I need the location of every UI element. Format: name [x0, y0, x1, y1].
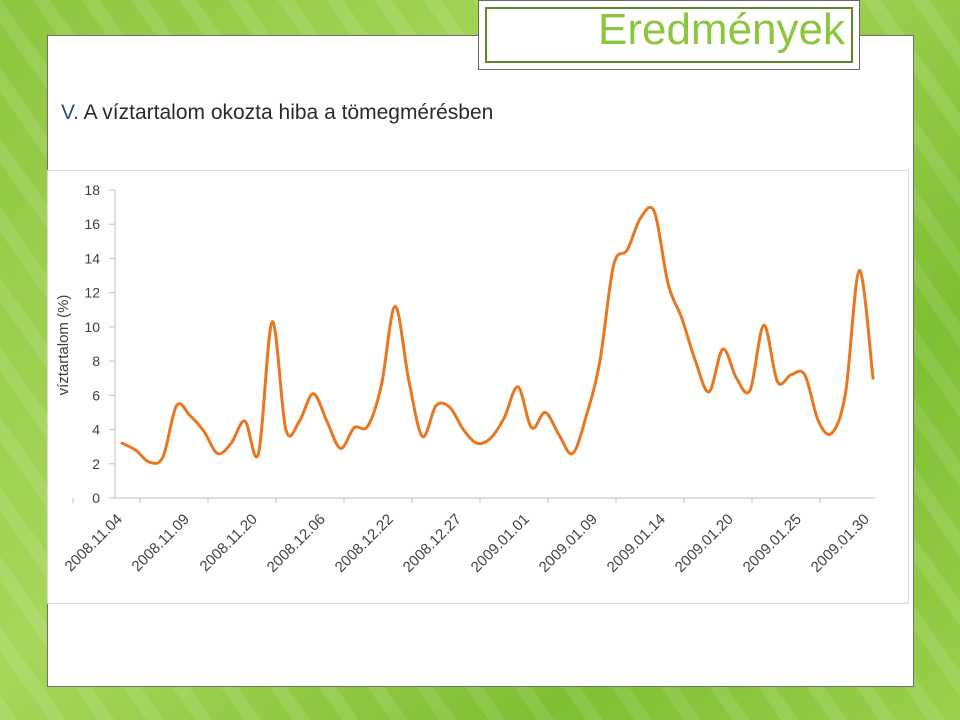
- x-tick-label: 2008.11.20: [197, 511, 261, 575]
- y-tick-label: 8: [92, 353, 100, 369]
- x-tick-label: 2009.01.14: [604, 511, 669, 576]
- y-tick-label: 16: [84, 216, 100, 232]
- chart-frame: [47, 170, 909, 604]
- x-tick-label: 2008.12.27: [400, 511, 465, 576]
- x-tick-label: 2009.01.20: [672, 511, 737, 576]
- y-tick-label: 18: [84, 182, 100, 198]
- x-tick-label: 2008.11.04: [62, 511, 126, 575]
- subtitle-text: A víztartalom okozta hiba a tömegmérésbe…: [83, 101, 494, 124]
- slide-panel: V. A víztartalom okozta hiba a tömegméré…: [47, 35, 914, 687]
- x-tick-label: 2009.01.25: [740, 511, 805, 576]
- y-tick-label: 2: [92, 456, 100, 472]
- x-tick-label: 2009.01.30: [808, 511, 873, 576]
- title-frame: [485, 7, 853, 63]
- y-tick-label: 4: [92, 422, 100, 438]
- subtitle-marker: V.: [61, 101, 79, 124]
- x-tick-label: 2009.01.09: [536, 511, 601, 576]
- title-box: Eredmények: [478, 0, 860, 70]
- x-tick-label: 2008.12.06: [264, 511, 329, 576]
- y-tick-label: 10: [84, 319, 100, 335]
- slide-subtitle: V. A víztartalom okozta hiba a tömegméré…: [61, 101, 493, 125]
- y-axis-title: víztartalom (%): [55, 295, 72, 396]
- y-tick-label: 14: [84, 250, 100, 266]
- x-tick-label: 2009.01.01: [468, 511, 533, 576]
- series-line: [120, 205, 875, 465]
- x-tick-label: 2008.12.22: [332, 511, 397, 576]
- slide-title: Eredmények: [597, 5, 845, 54]
- y-tick-label: 6: [92, 387, 100, 403]
- y-tick-label: 0: [92, 490, 100, 506]
- x-tick-label: 2008.11.09: [129, 511, 193, 575]
- y-tick-label: 12: [84, 285, 100, 301]
